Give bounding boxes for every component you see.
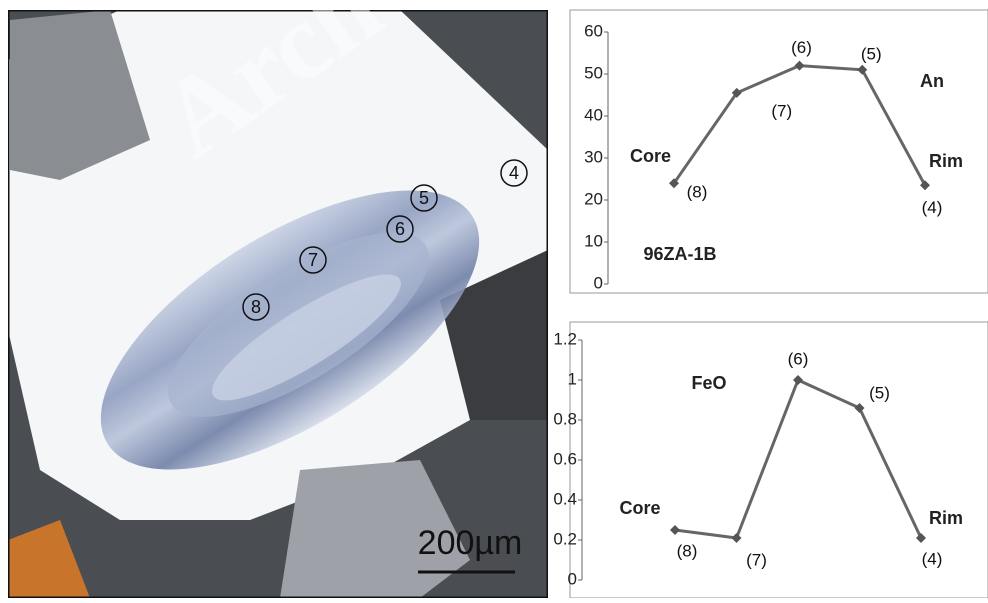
point-category: (4) — [922, 549, 943, 568]
point-category: (6) — [788, 349, 809, 368]
data-line — [675, 380, 921, 538]
point-label: 6 — [395, 219, 405, 239]
data-point — [916, 533, 926, 543]
y-tick-label: 0.6 — [553, 449, 577, 468]
y-tick-label: 0 — [594, 273, 603, 292]
data-point — [732, 533, 742, 543]
point-category: (7) — [771, 101, 792, 120]
annotation: An — [920, 71, 944, 91]
point-label: 5 — [419, 188, 429, 208]
point-category: (8) — [687, 183, 708, 202]
y-tick-label: 0 — [568, 569, 577, 588]
y-tick-label: 50 — [584, 63, 603, 82]
scale-bar-label: 200µm — [418, 524, 523, 562]
point-category: (5) — [861, 44, 882, 63]
y-tick-label: 40 — [584, 105, 603, 124]
data-line — [674, 66, 925, 186]
y-tick-label: 1 — [568, 369, 577, 388]
annotation: Core — [630, 146, 671, 166]
data-point — [795, 61, 805, 71]
y-tick-label: 0.4 — [553, 489, 577, 508]
y-tick-label: 60 — [584, 21, 603, 40]
point-category: (6) — [791, 38, 812, 57]
annotation: Rim — [929, 508, 963, 528]
annotation: Rim — [929, 151, 963, 171]
data-point — [855, 403, 865, 413]
y-tick-label: 30 — [584, 147, 603, 166]
point-category: (4) — [922, 198, 943, 217]
point-label: 8 — [251, 297, 261, 317]
figure: Arch 200µm 456780102030405060(8)(7)(6)(5… — [0, 0, 988, 598]
annotation: 96ZA-1B — [643, 244, 716, 264]
y-tick-label: 20 — [584, 189, 603, 208]
data-point — [670, 525, 680, 535]
y-tick-label: 0.8 — [553, 409, 577, 428]
annotation: FeO — [691, 373, 726, 393]
point-category: (5) — [869, 383, 890, 402]
y-tick-label: 0.2 — [553, 529, 577, 548]
point-label: 7 — [308, 250, 318, 270]
point-category: (7) — [746, 550, 767, 569]
annotation: Core — [619, 498, 660, 518]
micrograph: Arch 200µm — [8, 0, 548, 598]
point-label: 4 — [509, 163, 519, 183]
y-tick-label: 10 — [584, 231, 603, 250]
point-category: (8) — [677, 541, 698, 560]
y-tick-label: 1.2 — [553, 329, 577, 348]
data-point — [793, 375, 803, 385]
